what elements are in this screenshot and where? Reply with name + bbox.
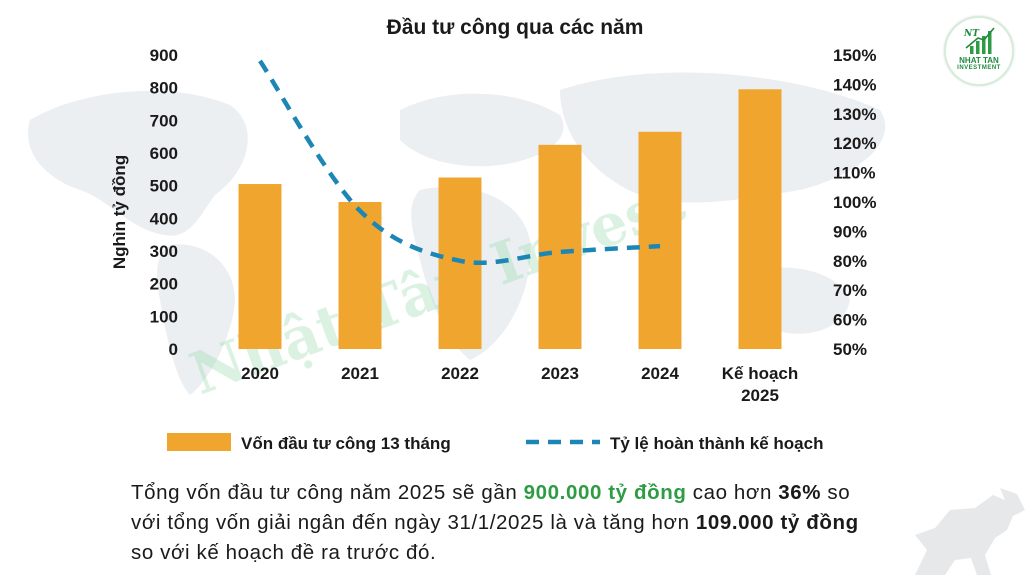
right-tick-label: 110% — [833, 164, 876, 183]
left-tick-label: 0 — [169, 340, 178, 359]
legend-bar-swatch — [167, 433, 231, 451]
category-labels: 2020 2021 2022 2023 2024 Kế hoạch 2025 — [241, 364, 798, 405]
bar-series — [238, 89, 782, 350]
category-label: 2023 — [541, 364, 579, 383]
left-tick-label: 800 — [150, 79, 178, 98]
right-tick-label: 140% — [833, 75, 876, 94]
caption-part-4: so với kế hoạch đề ra trước đó. — [131, 541, 437, 564]
right-tick-label: 90% — [833, 222, 867, 241]
category-label: 2021 — [341, 364, 379, 383]
left-tick-label: 200 — [150, 275, 178, 294]
right-tick-label: 150% — [833, 46, 876, 65]
right-tick-label: 130% — [833, 105, 876, 124]
summary-caption: Tổng vốn đầu tư công năm 2025 sẽ gần 900… — [131, 478, 871, 568]
right-axis-ticks: 50% 60% 70% 80% 90% 100% 110% 120% 130% 140% 150% — [833, 46, 876, 359]
legend-bar-label: Vốn đầu tư công 13 tháng — [241, 434, 451, 453]
left-tick-label: 600 — [150, 144, 178, 163]
legend-line-label: Tỷ lệ hoàn thành kế hoạch — [610, 434, 823, 453]
right-tick-label: 120% — [833, 134, 876, 153]
right-tick-label: 80% — [833, 252, 867, 271]
caption-highlight-percent: 36% — [778, 481, 822, 504]
left-tick-label: 100 — [150, 307, 178, 326]
left-tick-label: 500 — [150, 177, 178, 196]
line-series — [258, 59, 661, 265]
logo-line-2: INVESTMENT — [957, 65, 1001, 71]
caption-part-2: cao hơn — [686, 481, 779, 504]
bar — [238, 184, 282, 349]
caption-highlight-increase: 109.000 tỷ đồng — [695, 511, 859, 534]
y-axis-label: Nghìn tỷ đồng — [110, 155, 129, 269]
right-tick-label: 60% — [833, 311, 867, 330]
caption-part-3: so với tổng vốn giải ngân đến ngày 31/1/… — [131, 481, 851, 534]
category-label: 2022 — [441, 364, 479, 383]
category-label: 2024 — [641, 364, 679, 383]
left-tick-label: 900 — [150, 46, 178, 65]
caption-highlight-total: 900.000 tỷ đồng — [523, 481, 687, 504]
category-label: 2020 — [241, 364, 279, 383]
bull-icon — [915, 488, 1025, 575]
left-tick-label: 700 — [150, 111, 178, 130]
right-tick-label: 70% — [833, 281, 867, 300]
logo-line-1: NHAT TAN — [959, 56, 999, 65]
left-axis-ticks: 0 100 200 300 400 500 600 700 800 900 — [150, 46, 178, 359]
chart-legend: Vốn đầu tư công 13 tháng Tỷ lệ hoàn thàn… — [167, 433, 823, 453]
caption-part-1: Tổng vốn đầu tư công năm 2025 sẽ gần — [131, 481, 524, 504]
category-label: Kế hoạch 2025 — [722, 364, 799, 405]
left-tick-label: 300 — [150, 242, 178, 261]
bar — [538, 144, 582, 349]
right-tick-label: 100% — [833, 193, 876, 212]
right-tick-label: 50% — [833, 340, 867, 359]
bar — [738, 89, 782, 350]
bar — [638, 131, 682, 349]
chart-title: Đầu tư công qua các năm — [387, 16, 644, 39]
svg-text:NT: NT — [963, 29, 980, 39]
line-path — [258, 59, 661, 265]
left-tick-label: 400 — [150, 209, 178, 228]
public-investment-chart: Đầu tư công qua các năm Nhật Tân Invest … — [110, 16, 876, 453]
nhat-tan-logo: NT NHAT TAN INVESTMENT — [944, 16, 1014, 86]
